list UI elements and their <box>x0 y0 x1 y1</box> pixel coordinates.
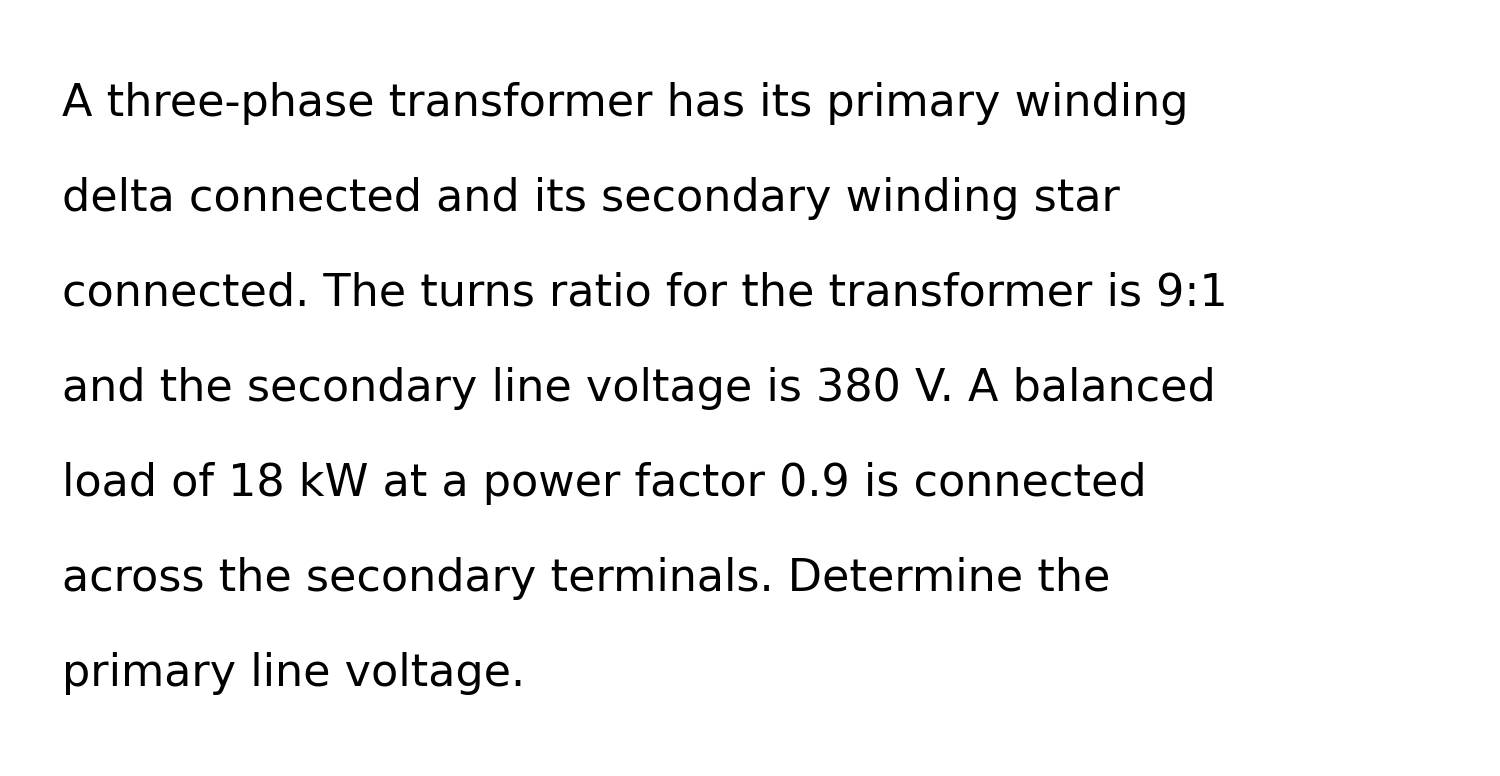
Text: A three-phase transformer has its primary winding: A three-phase transformer has its primar… <box>62 82 1188 125</box>
Text: across the secondary terminals. Determine the: across the secondary terminals. Determin… <box>62 557 1110 600</box>
Text: and the secondary line voltage is 380 V. A balanced: and the secondary line voltage is 380 V.… <box>62 367 1215 410</box>
Text: load of 18 kW at a power factor 0.9 is connected: load of 18 kW at a power factor 0.9 is c… <box>62 462 1146 505</box>
Text: delta connected and its secondary winding star: delta connected and its secondary windin… <box>62 177 1120 220</box>
Text: primary line voltage.: primary line voltage. <box>62 652 525 695</box>
Text: connected. The turns ratio for the transformer is 9:1: connected. The turns ratio for the trans… <box>62 272 1227 315</box>
